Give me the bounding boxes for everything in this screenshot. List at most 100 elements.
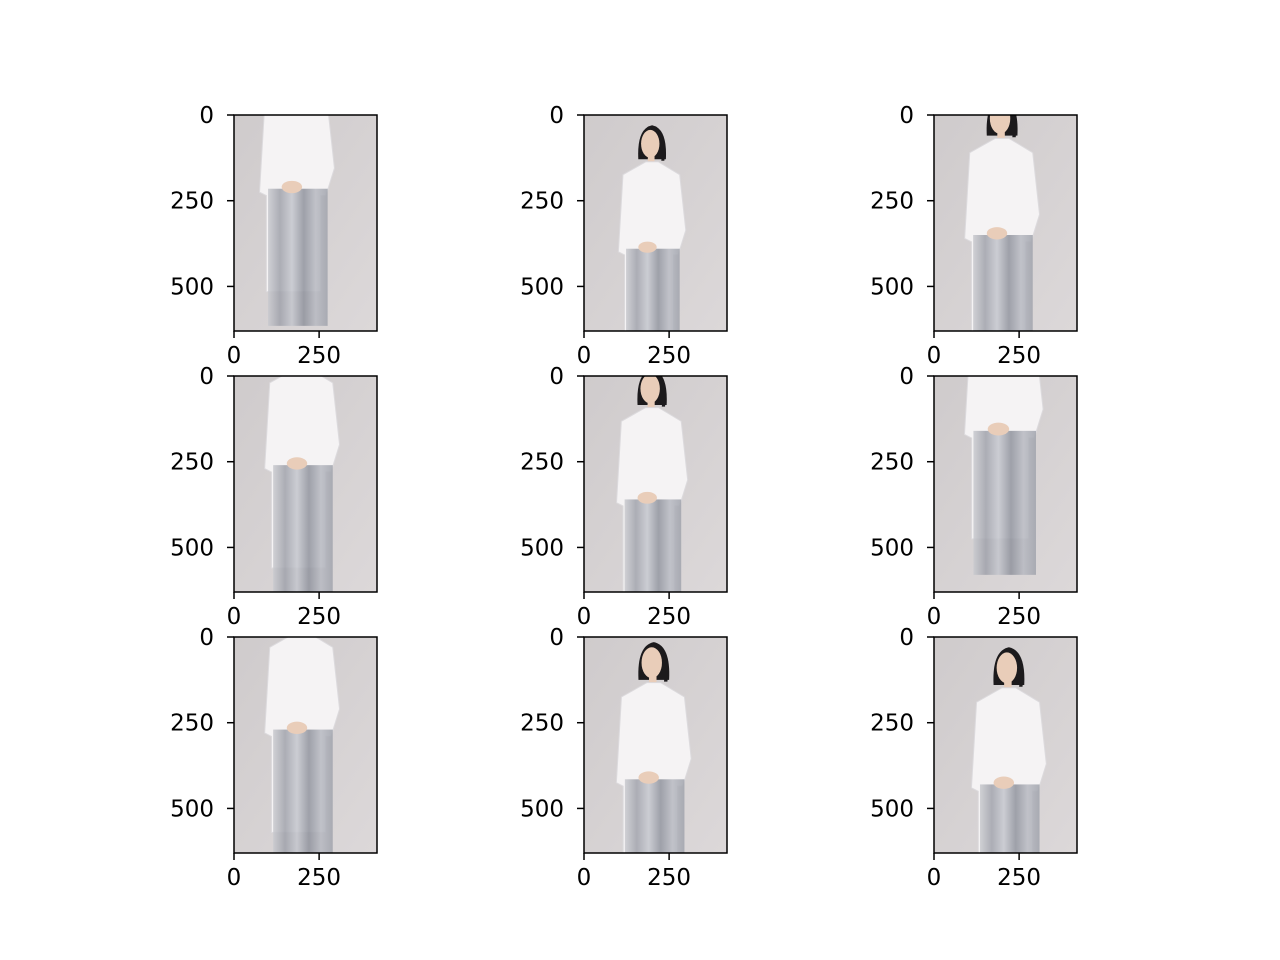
hair-strand: [655, 129, 665, 161]
y-tick-label: 500: [870, 796, 914, 822]
stretched-pixels: [624, 499, 682, 592]
x-tick-label: 0: [577, 604, 592, 630]
y-tick-label: 250: [520, 711, 564, 737]
x-tick-label: 0: [577, 343, 592, 369]
face: [285, 57, 305, 88]
subplot-r2c2: 0 250 500 0 250: [520, 364, 728, 630]
x-tick-label: 0: [927, 604, 942, 630]
person-figure: [615, 642, 692, 853]
y-tick-label: 500: [870, 274, 914, 300]
image-panel: [934, 115, 1077, 331]
x-tick-label: 250: [297, 865, 341, 891]
hands: [281, 180, 303, 194]
y-tick-label: 500: [170, 535, 214, 561]
y-tick-label: 0: [899, 625, 914, 651]
neck: [1004, 679, 1012, 691]
face: [641, 129, 660, 158]
y-tick-label: 0: [549, 103, 564, 129]
x-tick-label: 250: [997, 865, 1041, 891]
y-tick-label: 0: [549, 625, 564, 651]
axes-frame: [233, 636, 378, 854]
person-figure: [970, 647, 1047, 853]
y-tick-label: 250: [870, 450, 914, 476]
image-panel: [234, 637, 377, 853]
stretched-pixels: [973, 235, 1033, 331]
hands: [987, 422, 1010, 436]
face: [640, 376, 660, 404]
y-tick-label: 0: [199, 364, 214, 390]
hair-strand: [1011, 115, 1017, 138]
y-tick-label: 0: [899, 364, 914, 390]
axes-frame: [233, 375, 378, 593]
stretched-pixels: [273, 729, 333, 853]
image-panel: [584, 637, 727, 853]
hands: [286, 721, 308, 735]
axes-frame: [583, 375, 728, 593]
subplot-r1c3: 0 250 500 0 250: [870, 103, 1078, 369]
image-panel: [584, 115, 727, 331]
stretched-pixels: [273, 465, 333, 592]
y-tick-label: 250: [520, 189, 564, 215]
face: [641, 647, 662, 679]
image-panel: [234, 376, 377, 592]
person-figure: [259, 52, 335, 326]
x-tick-label: 0: [577, 865, 592, 891]
image-panel: [234, 52, 377, 331]
y-tick-label: 0: [549, 364, 564, 390]
image-panel: [934, 376, 1077, 592]
y-tick-label: 250: [170, 450, 214, 476]
face: [996, 652, 1018, 684]
person-figure: [964, 115, 1041, 331]
hair-strand: [1012, 652, 1024, 687]
subplot-grid: 0 250 500 0 250 0 250 500 0 250 0 250 500 0 250 0 250 500…: [170, 52, 1078, 891]
y-tick-label: 500: [520, 535, 564, 561]
x-tick-label: 250: [297, 343, 341, 369]
y-tick-label: 250: [170, 711, 214, 737]
neck: [649, 674, 657, 685]
x-tick-label: 250: [647, 604, 691, 630]
person-figure: [615, 376, 689, 592]
y-tick-label: 500: [520, 274, 564, 300]
person-figure: [617, 125, 687, 331]
x-tick-label: 250: [997, 343, 1041, 369]
y-tick-label: 0: [199, 103, 214, 129]
y-tick-label: 500: [520, 796, 564, 822]
y-tick-label: 250: [170, 189, 214, 215]
hair-strand: [657, 647, 669, 682]
subplot-r1c1: 0 250 500 0 250: [170, 52, 378, 369]
subplot-r1c2: 0 250 500 0 250: [520, 103, 728, 369]
hair-strand: [655, 376, 666, 407]
subplot-r2c3: 0 250 500 0 250: [870, 364, 1078, 630]
x-tick-label: 250: [647, 865, 691, 891]
image-panel: [584, 376, 727, 592]
neck: [647, 154, 655, 164]
x-tick-label: 0: [227, 604, 242, 630]
subplot-r2c1: 0 250 500 0 250: [170, 364, 378, 630]
x-tick-label: 0: [227, 865, 242, 891]
hands: [993, 776, 1015, 789]
y-tick-label: 0: [899, 103, 914, 129]
hands: [638, 241, 657, 253]
axes-frame: [233, 114, 378, 332]
axes-frame: [583, 114, 728, 332]
y-tick-label: 500: [870, 535, 914, 561]
hair-strand: [300, 57, 311, 91]
y-tick-label: 250: [520, 450, 564, 476]
neck: [292, 84, 299, 94]
x-tick-label: 250: [997, 604, 1041, 630]
neck: [647, 400, 655, 410]
stretched-pixels: [624, 779, 685, 853]
axes-frame: [933, 375, 1078, 593]
subplot-r3c1: 0 250 500 0 250: [170, 625, 378, 891]
y-tick-label: 250: [870, 189, 914, 215]
person-figure: [264, 376, 341, 592]
stretched-pixels: [973, 430, 1036, 575]
hair: [282, 52, 313, 90]
x-tick-label: 0: [227, 343, 242, 369]
y-tick-label: 500: [170, 796, 214, 822]
axes-frame: [933, 636, 1078, 854]
subplot-r3c2: 0 250 500 0 250: [520, 625, 728, 891]
hands: [637, 491, 657, 504]
neck: [997, 130, 1005, 141]
